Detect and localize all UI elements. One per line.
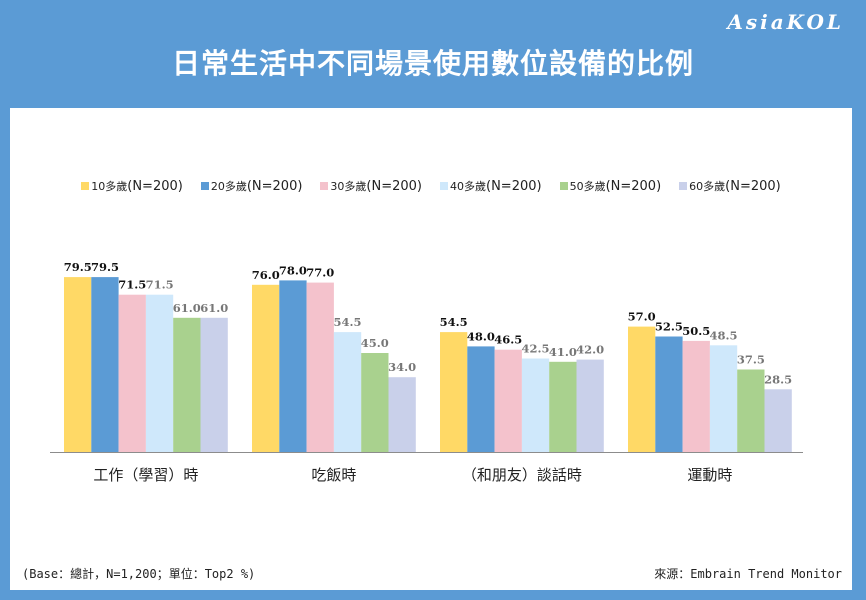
data-label: 78.0 — [279, 263, 307, 277]
data-label: 52.5 — [655, 320, 683, 334]
data-label: 71.5 — [118, 278, 146, 292]
data-label: 41.0 — [549, 345, 577, 359]
legend-item-2: 20多歲(N=200) — [200, 178, 303, 194]
bar — [333, 332, 362, 452]
legend-item-6: 60多歲(N=200) — [679, 178, 781, 194]
category-label: （和朋友）談話時 — [462, 466, 582, 484]
legend-item-5: 50多歲(N=200) — [559, 178, 662, 194]
data-label: 54.5 — [333, 315, 361, 329]
chart-legend: 10多歲(N=200) 20多歲(N=200) 30多歲(N=200) 40多歲(N=… — [10, 178, 852, 194]
legend-label: 10多歲(N=200) — [91, 179, 183, 194]
bar — [200, 317, 228, 452]
data-label: 79.5 — [91, 260, 119, 274]
legend-item-3: 30多歲(N=200) — [320, 178, 422, 194]
legend-item-4: 40多歲(N=200) — [440, 178, 542, 194]
bar — [628, 326, 656, 452]
legend-swatch — [440, 182, 448, 190]
bar — [118, 294, 146, 452]
legend-label: 50多歲(N=200) — [569, 179, 662, 194]
bar — [145, 294, 174, 452]
data-label: 45.0 — [361, 336, 389, 350]
data-label: 48.0 — [467, 329, 495, 343]
legend-label: 30多歲(N=200) — [330, 179, 422, 194]
bar — [279, 280, 307, 452]
data-label: 42.5 — [521, 342, 549, 356]
bar — [64, 277, 92, 452]
legend-swatch — [200, 182, 209, 190]
data-label: 61.0 — [173, 301, 201, 315]
data-label: 37.5 — [737, 353, 765, 367]
data-label: 76.0 — [252, 268, 280, 282]
brand-logo: AsiaKOL — [727, 10, 844, 34]
bar — [682, 340, 710, 452]
source-note: 來源：Embrain Trend Monitor — [654, 567, 842, 581]
bar — [91, 277, 119, 452]
page-title: 日常生活中不同場景使用數位設備的比例 — [171, 47, 694, 80]
bar — [764, 389, 792, 452]
chart-panel: 10多歲(N=200) 20多歲(N=200) 30多歲(N=200) 40多歲(N=… — [10, 108, 852, 590]
bar — [549, 361, 577, 452]
bar — [388, 377, 416, 452]
bar — [576, 359, 604, 452]
data-label: 77.0 — [306, 266, 334, 280]
bar — [173, 317, 201, 452]
legend-label: 20多歲(N=200) — [210, 179, 303, 194]
data-label: 34.0 — [388, 360, 416, 374]
data-label: 50.5 — [682, 324, 710, 338]
bar — [467, 346, 495, 452]
category-label: 運動時 — [687, 466, 732, 484]
legend-item-1: 10多歲(N=200) — [81, 178, 183, 194]
legend-label: 60多歲(N=200) — [689, 179, 781, 194]
legend-swatch — [320, 182, 329, 190]
bar — [521, 358, 550, 452]
bar — [252, 284, 280, 452]
bar — [306, 282, 334, 452]
bar — [655, 336, 683, 452]
data-label: 48.5 — [709, 328, 737, 342]
category-label: 工作（學習）時 — [93, 466, 198, 484]
data-label: 54.5 — [440, 315, 468, 329]
data-label: 57.0 — [628, 310, 656, 324]
bar — [737, 369, 765, 452]
legend-swatch — [679, 182, 688, 190]
data-label: 42.0 — [576, 343, 604, 357]
data-label: 46.5 — [494, 333, 522, 347]
legend-label: 40多歲(N=200) — [450, 179, 542, 194]
base-note: (Base：總計，N=1,200；單位：Top2 %) — [22, 567, 256, 581]
legend-swatch — [559, 182, 568, 190]
data-label: 61.0 — [200, 301, 228, 315]
data-label: 71.5 — [146, 278, 174, 292]
bar-chart: 79.5 79.5 71.5 71.5 61.0 61.0 工作（學習）時 76.0 78.0 7… — [50, 260, 803, 484]
bar — [709, 345, 738, 452]
legend-swatch — [81, 182, 90, 190]
category-label: 吃飯時 — [311, 466, 356, 484]
data-label: 28.5 — [764, 372, 792, 386]
data-label: 79.5 — [64, 260, 92, 274]
bar — [361, 353, 389, 452]
bar — [494, 349, 522, 452]
bar — [440, 332, 468, 452]
